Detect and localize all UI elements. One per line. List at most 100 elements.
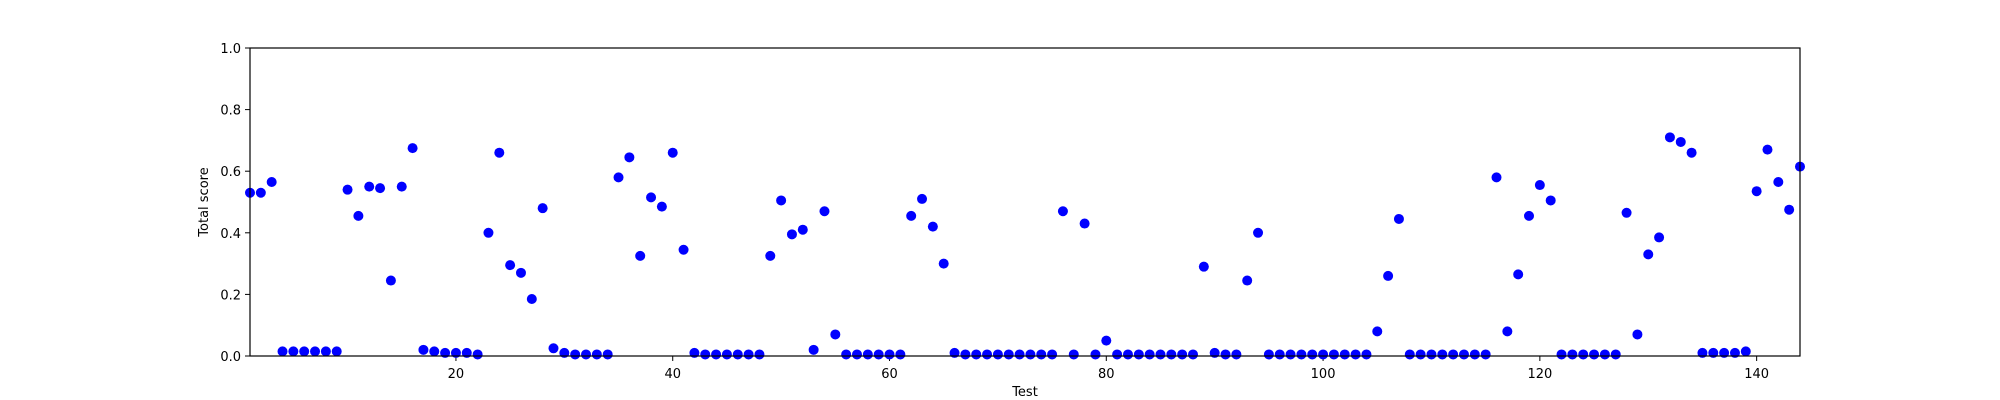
data-point	[1253, 227, 1264, 238]
data-point	[1025, 349, 1036, 360]
data-point	[1448, 349, 1459, 360]
data-point	[1057, 206, 1068, 217]
data-point	[776, 195, 787, 206]
data-point	[1426, 349, 1437, 360]
data-point	[678, 244, 689, 255]
x-tick-label: 40	[664, 367, 681, 382]
data-point	[1090, 349, 1101, 360]
x-tick-label: 60	[881, 367, 898, 382]
data-point	[1480, 349, 1491, 360]
data-point	[310, 346, 321, 357]
data-point	[1177, 349, 1188, 360]
data-point	[1144, 349, 1155, 360]
data-point	[1675, 136, 1686, 147]
data-point	[927, 221, 938, 232]
data-point	[1524, 210, 1535, 221]
data-point	[1589, 349, 1600, 360]
data-point	[385, 275, 396, 286]
data-point	[1534, 180, 1545, 191]
data-point	[819, 206, 830, 217]
plot-frame	[249, 47, 1801, 357]
data-point	[635, 250, 646, 261]
data-point	[407, 143, 418, 154]
data-point	[602, 349, 613, 360]
data-point	[1296, 349, 1307, 360]
data-point	[1610, 349, 1621, 360]
data-point	[711, 349, 722, 360]
data-point	[1047, 349, 1058, 360]
data-point	[830, 329, 841, 340]
x-tick-label: 100	[1311, 367, 1336, 382]
data-point	[570, 349, 581, 360]
data-point	[277, 346, 288, 357]
data-point	[591, 349, 602, 360]
data-point	[895, 349, 906, 360]
data-point	[1686, 147, 1697, 158]
data-point	[1458, 349, 1469, 360]
data-point	[1643, 249, 1654, 260]
data-point	[1404, 349, 1415, 360]
data-point	[1393, 213, 1404, 224]
data-point	[656, 201, 667, 212]
data-point	[1339, 349, 1350, 360]
data-point	[1567, 349, 1578, 360]
data-point	[732, 349, 743, 360]
data-point	[288, 346, 299, 357]
data-point	[754, 349, 765, 360]
data-point	[1762, 144, 1773, 155]
data-point	[1068, 349, 1079, 360]
data-point	[1155, 349, 1166, 360]
data-point	[1220, 349, 1231, 360]
data-point	[299, 346, 310, 357]
data-point	[982, 349, 993, 360]
data-point	[1372, 326, 1383, 337]
x-tick-label: 80	[1098, 367, 1115, 382]
data-point	[1274, 349, 1285, 360]
data-point	[494, 147, 505, 158]
data-point	[1578, 349, 1589, 360]
data-point	[255, 187, 266, 198]
data-point	[841, 349, 852, 360]
data-point	[1773, 176, 1784, 187]
data-point	[938, 258, 949, 269]
x-tick-label: 120	[1527, 367, 1552, 382]
data-point	[786, 229, 797, 240]
data-point	[960, 349, 971, 360]
data-point	[1599, 349, 1610, 360]
data-point	[721, 349, 732, 360]
data-point	[646, 192, 657, 203]
data-point	[505, 260, 516, 271]
data-point	[992, 349, 1003, 360]
data-point	[1469, 349, 1480, 360]
data-point	[396, 181, 407, 192]
data-point	[1491, 172, 1502, 183]
data-point	[1740, 346, 1751, 357]
data-point	[971, 349, 982, 360]
data-point	[515, 267, 526, 278]
data-point	[1133, 349, 1144, 360]
data-point	[418, 344, 429, 355]
data-point	[320, 346, 331, 357]
data-point	[743, 349, 754, 360]
data-point	[331, 346, 342, 357]
data-point	[1263, 349, 1274, 360]
data-point	[1231, 349, 1242, 360]
x-tick-label: 20	[448, 367, 465, 382]
data-point	[851, 349, 862, 360]
y-tick-label: 1.0	[220, 42, 241, 57]
data-point	[765, 250, 776, 261]
data-point	[873, 349, 884, 360]
data-point	[1242, 275, 1253, 286]
y-tick-label: 0.0	[220, 350, 241, 365]
data-point	[1014, 349, 1025, 360]
data-point	[581, 349, 592, 360]
data-point	[483, 227, 494, 238]
data-point	[862, 349, 873, 360]
data-point	[548, 343, 559, 354]
data-point	[667, 147, 678, 158]
data-point	[537, 203, 548, 214]
ticks-layer: 20 40 60 80 100 120 140 0.0 0.2 0.4 0.6 0.8 1.0	[220, 42, 1769, 382]
data-point	[1513, 269, 1524, 280]
data-point	[1415, 349, 1426, 360]
